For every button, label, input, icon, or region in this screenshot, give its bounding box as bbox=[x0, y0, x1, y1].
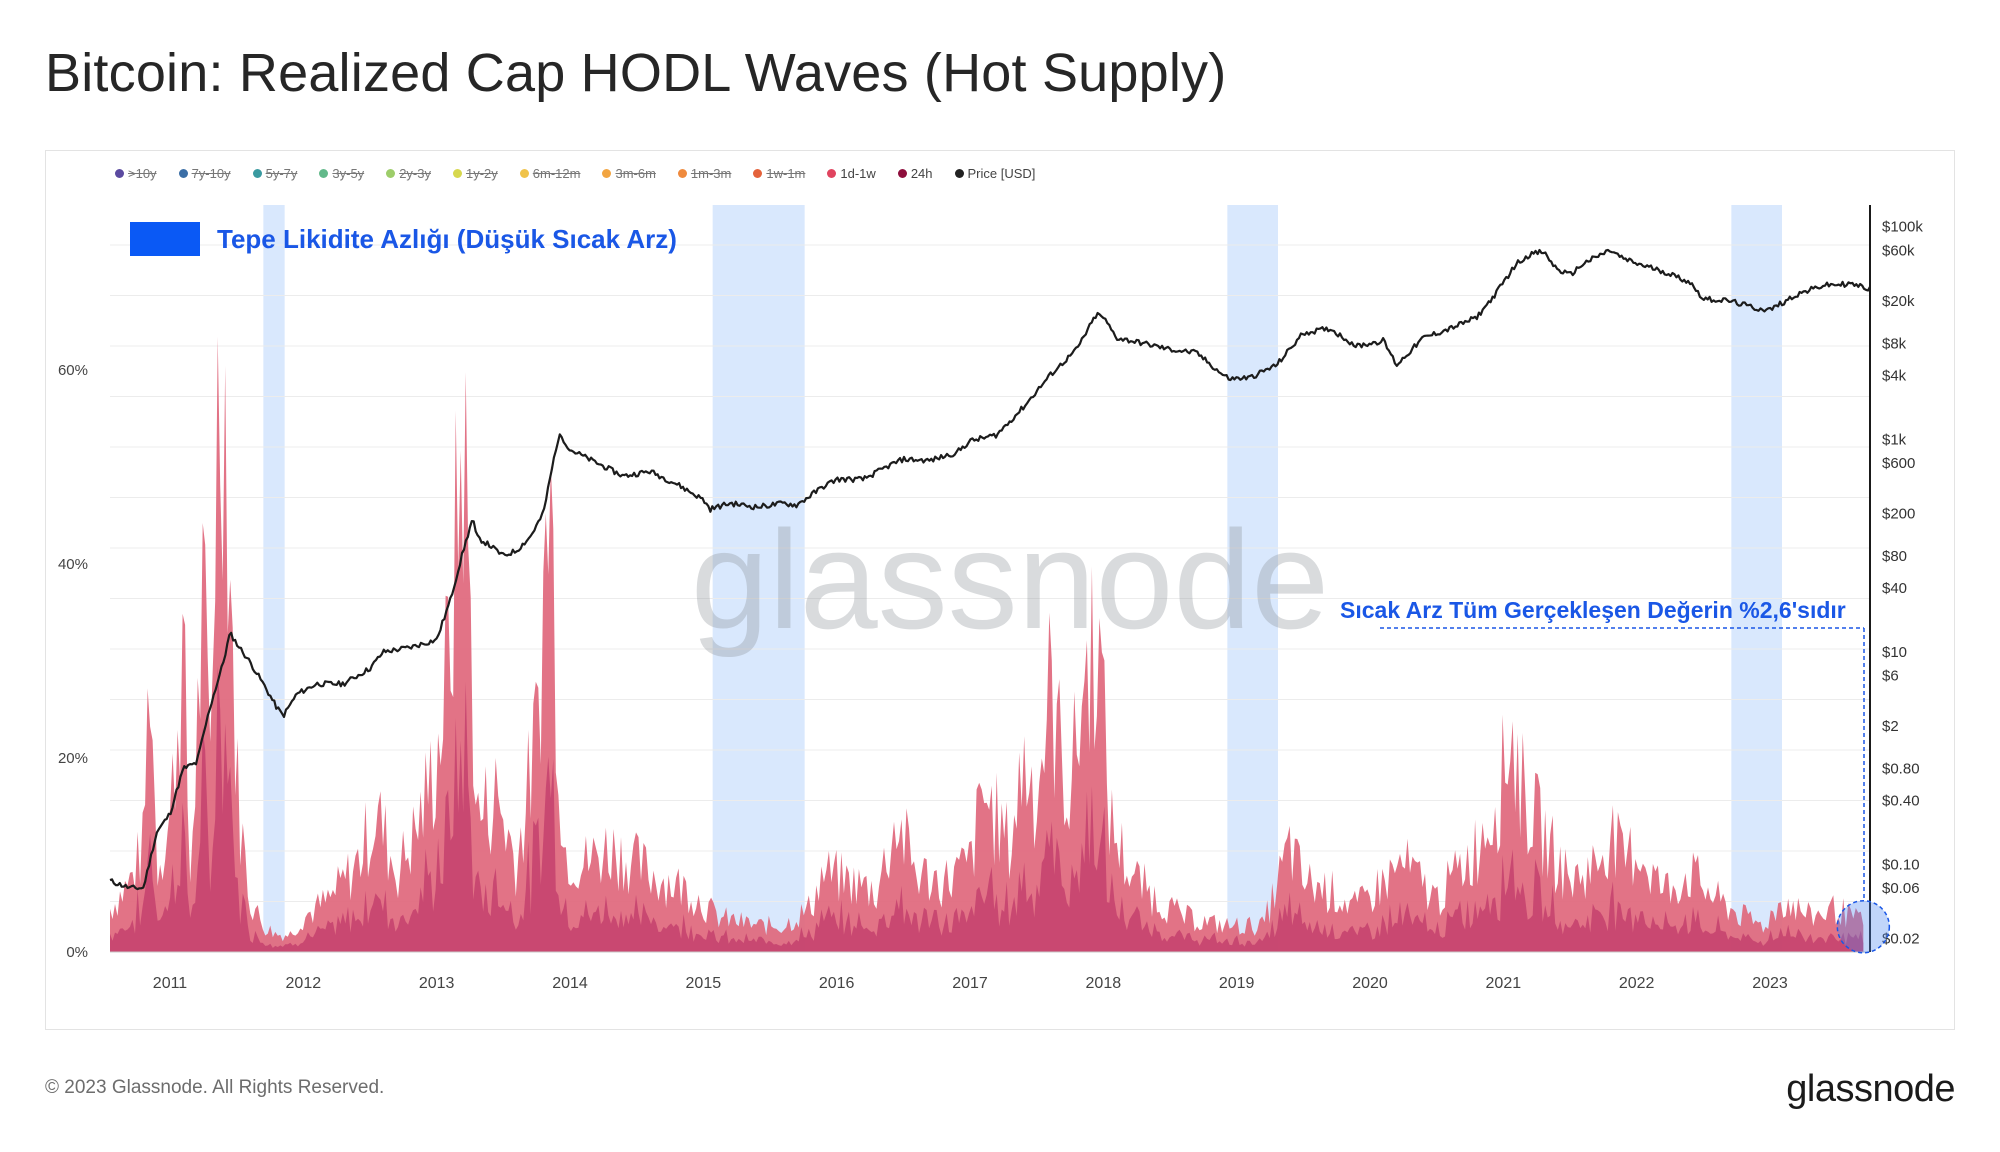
legend-dot-icon bbox=[954, 168, 964, 178]
copyright: © 2023 Glassnode. All Rights Reserved. bbox=[45, 1077, 385, 1098]
y-left-tick-label: 40% bbox=[58, 556, 88, 573]
legend-label: 7y-10y bbox=[191, 165, 231, 181]
legend-label: 1d-1w bbox=[840, 165, 876, 181]
highlight-band bbox=[263, 205, 285, 952]
page-title: Bitcoin: Realized Cap HODL Waves (Hot Su… bbox=[45, 43, 1227, 103]
y-left-tick-label: 20% bbox=[58, 750, 88, 767]
highlight-band bbox=[1227, 205, 1278, 952]
highlight-band bbox=[1731, 205, 1782, 952]
x-tick-label: 2020 bbox=[1352, 975, 1388, 992]
x-tick-label: 2011 bbox=[153, 975, 188, 992]
legend-dot-icon bbox=[452, 168, 462, 178]
watermark: glassnode bbox=[691, 501, 1329, 658]
legend-item[interactable]: 1y-2y bbox=[452, 165, 498, 181]
legend-dot-icon bbox=[753, 168, 763, 178]
legend-item[interactable]: Price [USD] bbox=[954, 165, 1036, 181]
legend-item[interactable]: 1d-1w bbox=[827, 165, 876, 181]
legend-label: 6m-12m bbox=[532, 165, 581, 181]
x-tick-label: 2017 bbox=[952, 975, 988, 992]
y-right-tick-label: $8k bbox=[1882, 335, 1907, 352]
glassnode-logo: glassnode bbox=[1786, 1068, 1955, 1110]
x-tick-label: 2014 bbox=[552, 975, 588, 992]
price-series bbox=[109, 248, 1871, 891]
y-right-tick-label: $4k bbox=[1882, 367, 1907, 384]
highlight-band bbox=[712, 205, 805, 952]
legend-dot-icon bbox=[178, 168, 188, 178]
hot-supply-24h-area bbox=[110, 666, 1864, 952]
axes: 2011 2012 2013 2014 2015 2016 2017 2018 2019 2020… bbox=[58, 205, 1923, 992]
legend-label: 3m-6m bbox=[615, 165, 656, 181]
legend-label: Price [USD] bbox=[967, 165, 1036, 181]
legend-item[interactable]: 7y-10y bbox=[178, 165, 231, 181]
y-right-tick-label: $10 bbox=[1882, 644, 1907, 661]
y-right-tick-label: $20k bbox=[1882, 293, 1915, 310]
hot-supply-callout-label: Sıcak Arz Tüm Gerçekleşen Değerin %2,6's… bbox=[1340, 597, 1846, 623]
y-right-tick-label: $0.10 bbox=[1882, 856, 1920, 873]
x-tick-label: 2021 bbox=[1486, 975, 1522, 992]
y-right-tick-label: $80 bbox=[1882, 548, 1907, 565]
legend-item[interactable]: 24h bbox=[897, 165, 933, 181]
x-tick-label: 2018 bbox=[1086, 975, 1122, 992]
legend-dot-icon bbox=[519, 168, 529, 178]
legend-item[interactable]: 3m-6m bbox=[602, 165, 656, 181]
y-right-tick-label: $0.06 bbox=[1882, 880, 1920, 897]
legend-dot-icon bbox=[897, 168, 907, 178]
legend-dot-icon bbox=[386, 168, 396, 178]
x-tick-label: 2012 bbox=[286, 975, 322, 992]
legend-dot-icon bbox=[677, 168, 687, 178]
gridlines bbox=[110, 244, 1870, 953]
legend-item[interactable]: 1w-1m bbox=[753, 166, 805, 181]
x-tick-label: 2015 bbox=[686, 975, 722, 992]
legend-item[interactable]: 2y-3y bbox=[386, 166, 431, 181]
legend-dot-icon bbox=[602, 168, 612, 178]
y-right-tick-label: $200 bbox=[1882, 506, 1915, 523]
callout-circle bbox=[1836, 900, 1891, 954]
legend-item[interactable]: >10y bbox=[115, 166, 157, 181]
y-right-tick-label: $6 bbox=[1882, 667, 1899, 684]
legend-dot-icon bbox=[319, 168, 329, 178]
x-tick-label: 2013 bbox=[419, 975, 455, 992]
legend-label: 3y-5y bbox=[332, 165, 365, 181]
chart-legend: >10y 7y-10y 5y-7y 3y-5y 2y-3y 1y-2y 6m-12m 3m-6… bbox=[115, 163, 1057, 183]
legend-label: 24h bbox=[910, 165, 933, 181]
legend-label: 5y-7y bbox=[265, 165, 298, 181]
legend-label: 1w-1m bbox=[766, 165, 806, 181]
y-right-tick-label: $0.40 bbox=[1882, 792, 1920, 809]
legend-item[interactable]: 1m-3m bbox=[677, 165, 732, 181]
x-tick-label: 2019 bbox=[1219, 975, 1255, 992]
price-line bbox=[109, 248, 1871, 891]
hot-supply-areas bbox=[110, 336, 1864, 952]
y-right-tick-label: $40 bbox=[1882, 580, 1907, 597]
legend-item[interactable]: 6m-12m bbox=[519, 165, 581, 181]
legend-dot-icon bbox=[115, 168, 124, 178]
y-left-tick-label: 0% bbox=[66, 944, 88, 961]
y-right-tick-label: $100k bbox=[1882, 219, 1923, 236]
y-right-tick-label: $600 bbox=[1882, 455, 1915, 472]
x-tick-label: 2016 bbox=[819, 975, 855, 992]
y-right-tick-label: $60k bbox=[1882, 242, 1915, 259]
y-right-tick-label: $1k bbox=[1882, 431, 1907, 448]
y-right-tick-label: $0.02 bbox=[1882, 931, 1920, 948]
annotations: Tepe Likidite Azlığı (Düşük Sıcak Arz) Sı… bbox=[130, 222, 1891, 954]
legend-dot-icon bbox=[252, 168, 262, 178]
y-right-tick-label: $0.80 bbox=[1882, 760, 1920, 777]
x-tick-label: 2022 bbox=[1619, 975, 1655, 992]
highlight-legend-swatch bbox=[130, 222, 200, 256]
legend-label: 2y-3y bbox=[399, 165, 431, 181]
y-left-tick-label: 60% bbox=[58, 362, 88, 379]
legend-label: 1m-3m bbox=[690, 165, 732, 181]
legend-label: >10y bbox=[128, 165, 157, 181]
legend-label: 1y-2y bbox=[465, 165, 498, 181]
legend-dot-icon bbox=[827, 168, 837, 178]
legend-item[interactable]: 5y-7y bbox=[252, 165, 298, 181]
highlight-legend-label: Tepe Likidite Azlığı (Düşük Sıcak Arz) bbox=[217, 224, 677, 254]
x-tick-label: 2023 bbox=[1752, 975, 1788, 992]
chart-container bbox=[45, 150, 1955, 1030]
legend-item[interactable]: 3y-5y bbox=[319, 166, 364, 181]
y-right-tick-label: $2 bbox=[1882, 718, 1899, 735]
highlight-bands bbox=[263, 205, 1782, 952]
